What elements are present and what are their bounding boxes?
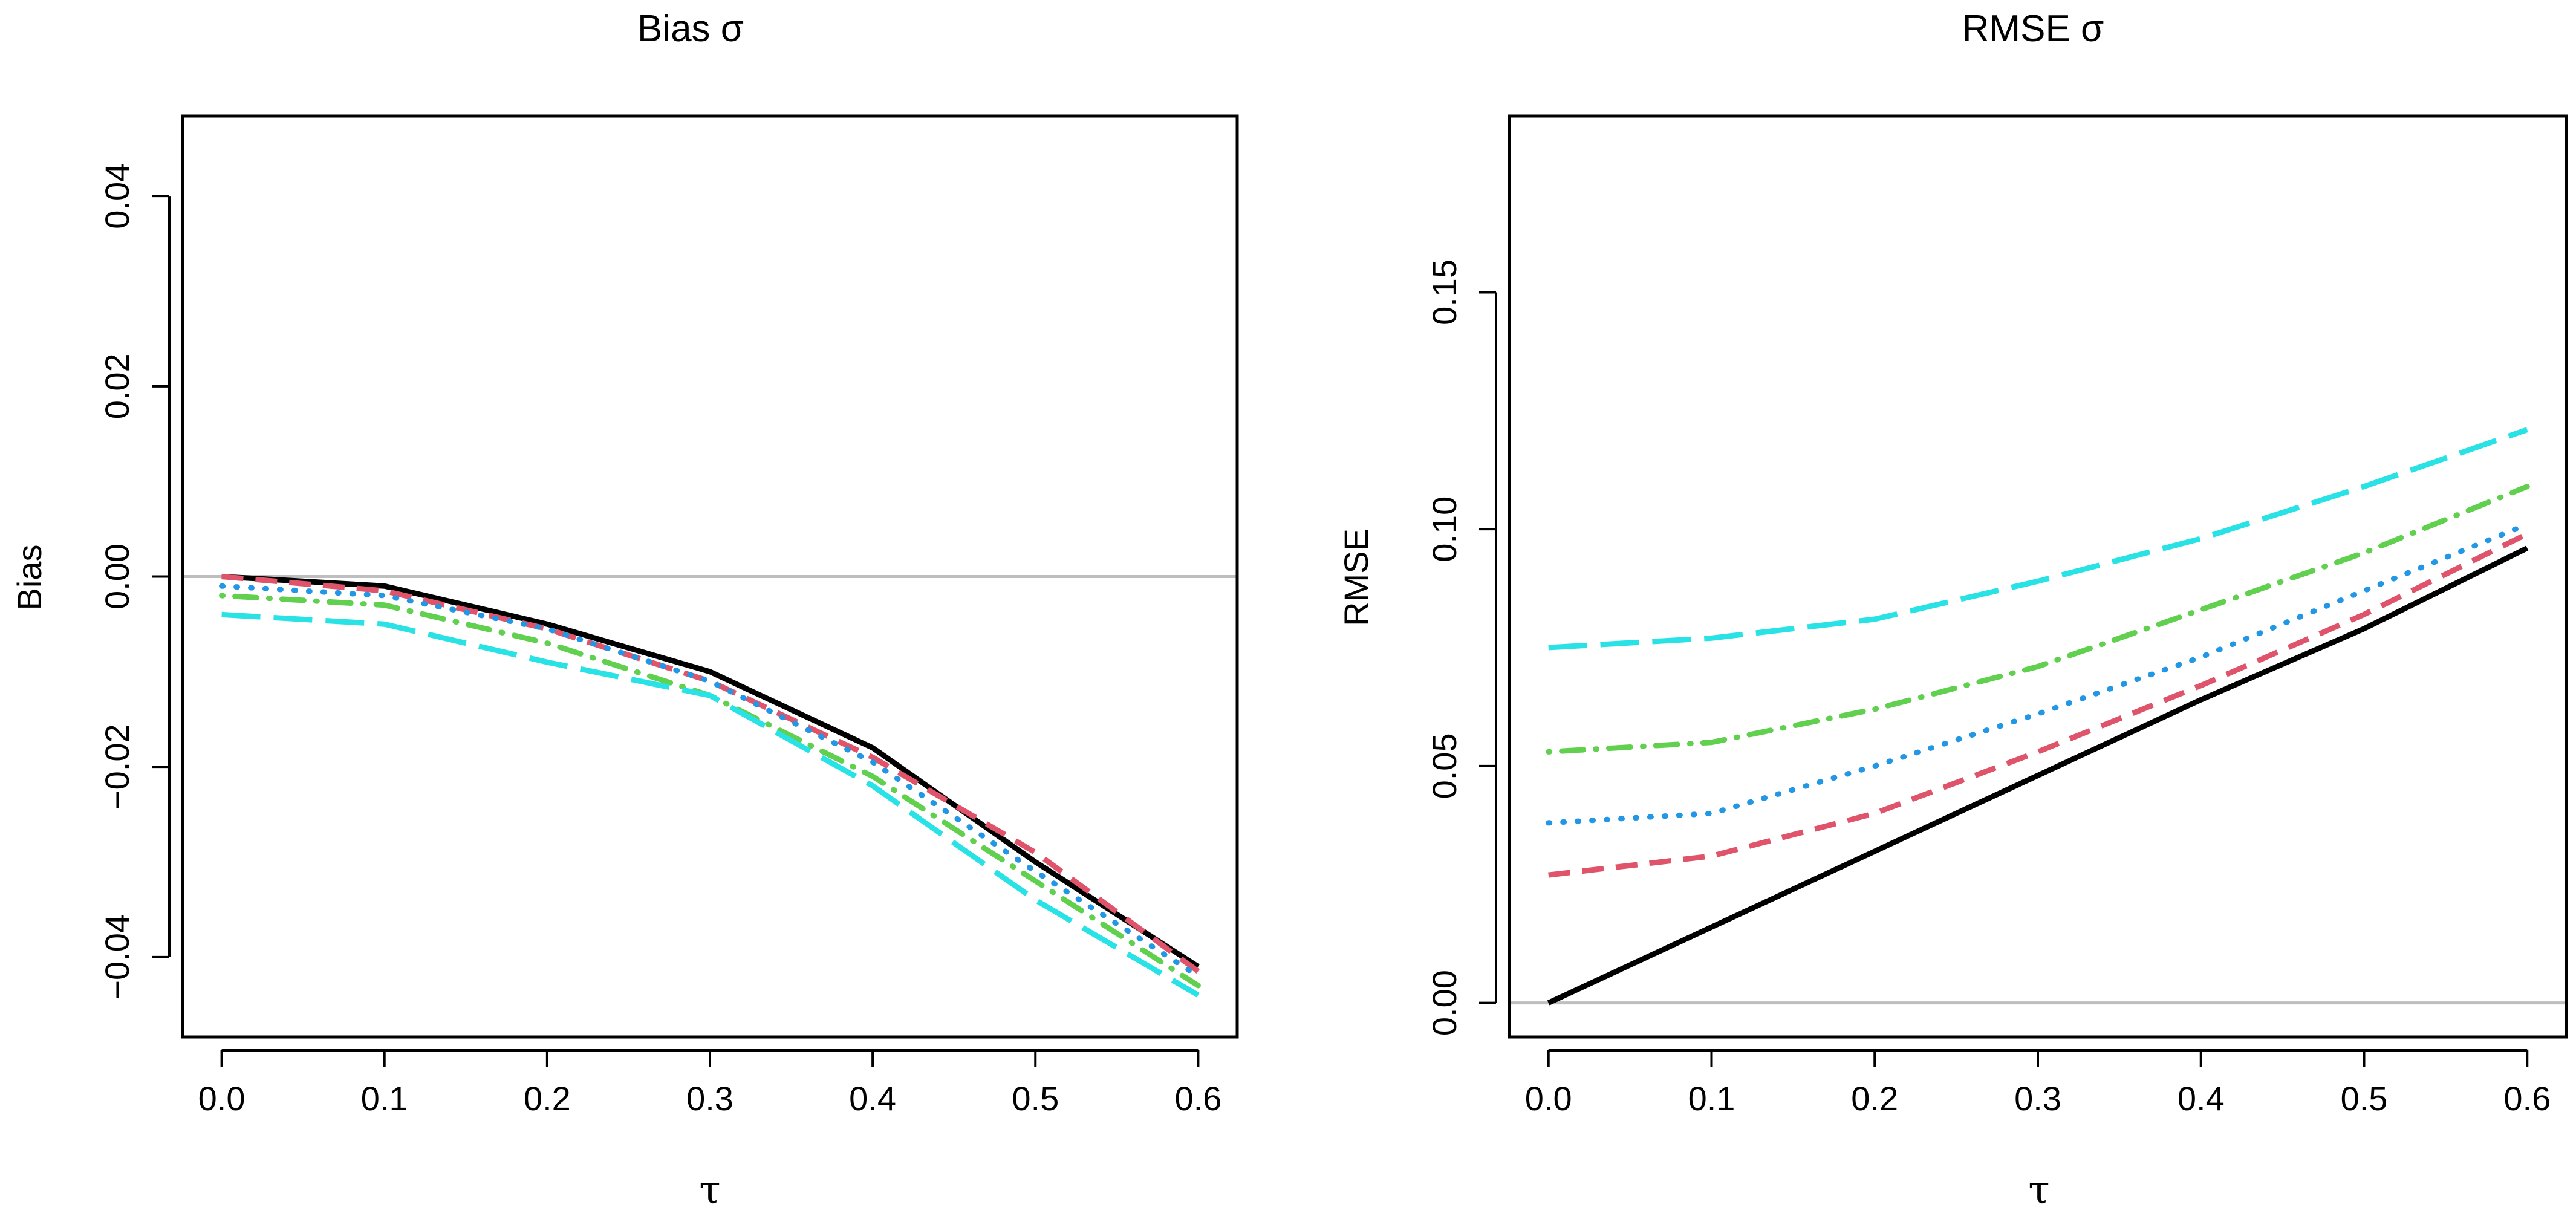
- bias-x-tick-label: 0.0: [198, 1079, 246, 1117]
- bias-series-black-solid: [221, 574, 1200, 969]
- rmse-y-tick-label: 0.15: [1425, 259, 1463, 325]
- bias-y-tick-label: 0.02: [98, 353, 136, 419]
- rmse-panel: RMSE σ RMSE τ 0.00 0.05 0.10 0.15 0.0 0.…: [1337, 8, 2568, 1213]
- rmse-x-tick-label: 0.3: [2014, 1079, 2061, 1117]
- rmse-x-tick-label: 0.2: [1851, 1079, 1898, 1117]
- bias-series-cyan-long-dash: [221, 611, 1200, 998]
- bias-y-tick-label: −0.04: [98, 914, 136, 1000]
- bias-x-tick-label: 0.2: [524, 1079, 571, 1117]
- bias-series-blue-dotted: [219, 583, 1201, 979]
- rmse-y-tick-label: 0.00: [1425, 970, 1463, 1036]
- rmse-x-tick-label: 0.0: [1525, 1079, 1572, 1117]
- rmse-series-cyan-long-dash: [1548, 427, 2528, 651]
- rmse-y-tick-label: 0.05: [1425, 733, 1463, 799]
- bias-panel: Bias σ Bias τ −0.04 −0.02 0.00 0.02 0.04…: [10, 8, 1239, 1213]
- rmse-plot-marks: [1479, 114, 2568, 1067]
- rmse-x-tick-label: 0.6: [2503, 1079, 2551, 1117]
- rmse-series-red-dashed: [1548, 531, 2529, 878]
- bias-y-tick-labels: −0.04 −0.02 0.00 0.02 0.04: [98, 163, 136, 1000]
- bias-y-tick-label: 0.00: [98, 544, 136, 610]
- bias-x-axis-label: τ: [699, 1168, 720, 1213]
- rmse-series-blue-dotted: [1546, 521, 2530, 826]
- rmse-series-black-solid: [1547, 545, 2529, 1006]
- bias-series-green-dot-dash: [219, 593, 1201, 989]
- bias-x-tick-label: 0.1: [361, 1079, 408, 1117]
- bias-y-tick-label: 0.04: [98, 163, 136, 229]
- rmse-y-tick-label: 0.10: [1425, 496, 1463, 562]
- bias-x-tick-label: 0.5: [1012, 1079, 1059, 1117]
- rmse-x-tick-label: 0.5: [2341, 1079, 2388, 1117]
- rmse-series-green-dot-dash: [1546, 484, 2530, 755]
- bias-y-axis-label: Bias: [10, 545, 48, 611]
- rmse-x-axis-label: τ: [2028, 1168, 2049, 1213]
- bias-x-tick-label: 0.6: [1174, 1079, 1221, 1117]
- rmse-plot-frame: [1508, 114, 2568, 1039]
- rmse-x-tick-labels: 0.0 0.1 0.2 0.3 0.4 0.5 0.6: [1525, 1079, 2551, 1117]
- bias-chart-title: Bias σ: [637, 8, 744, 50]
- bias-x-tick-labels: 0.0 0.1 0.2 0.3 0.4 0.5 0.6: [198, 1079, 1222, 1117]
- rmse-chart-title: RMSE σ: [1962, 8, 2104, 50]
- rmse-y-axis-label: RMSE: [1337, 528, 1375, 626]
- rmse-x-tick-label: 0.1: [1688, 1079, 1735, 1117]
- bias-y-tick-label: −0.02: [98, 724, 136, 810]
- bias-plot-frame: [181, 114, 1239, 1039]
- bias-plot-marks: [152, 114, 1239, 1067]
- bias-x-tick-label: 0.4: [849, 1079, 896, 1117]
- rmse-x-tick-label: 0.4: [2178, 1079, 2225, 1117]
- bias-x-tick-label: 0.3: [686, 1079, 733, 1117]
- rmse-y-tick-labels: 0.00 0.05 0.10 0.15: [1425, 259, 1463, 1036]
